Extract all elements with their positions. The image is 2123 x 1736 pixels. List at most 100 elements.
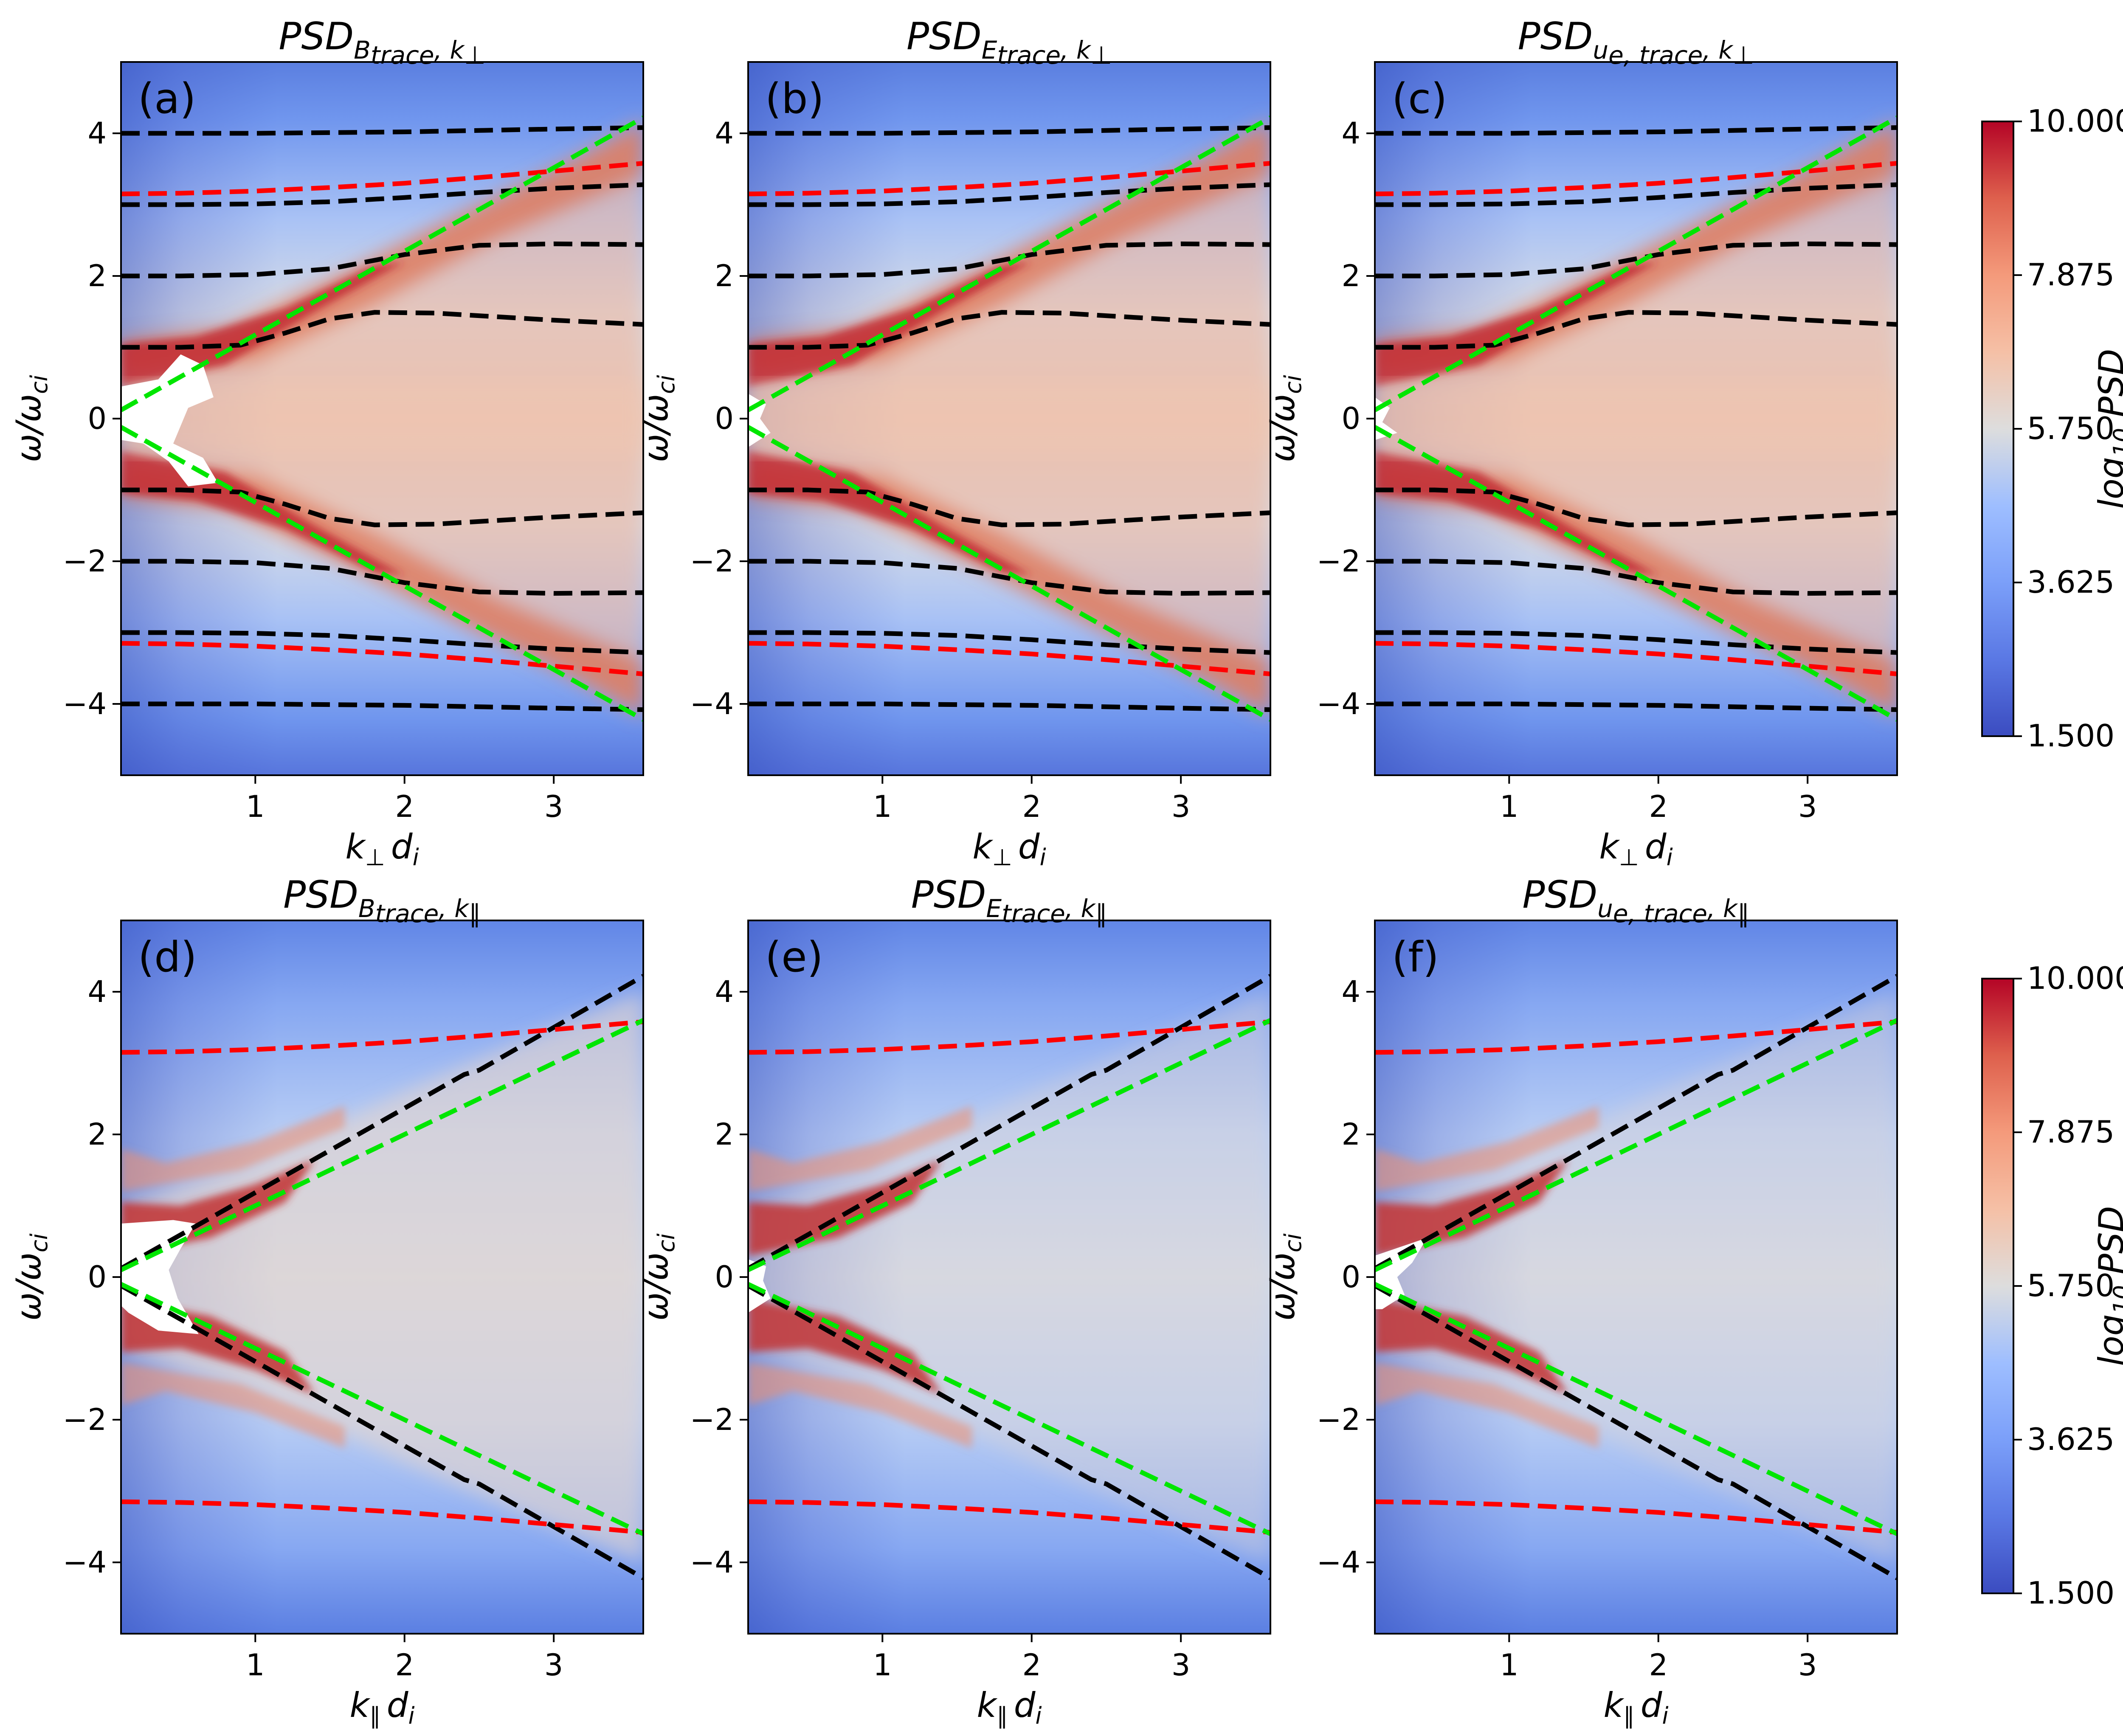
- panel-title: PSDBtrace, k∥: [283, 873, 481, 928]
- x-axis-label: k⊥ di: [972, 827, 1046, 871]
- dispersion-curve-black: [748, 630, 1270, 655]
- y-tick-label: 4: [1341, 974, 1360, 1009]
- panel-title: PSDEtrace, k⊥: [907, 14, 1112, 70]
- dispersion-curve-black: [121, 487, 643, 527]
- heatmap-ridge: [748, 262, 1032, 576]
- heatmap-ridge: [1375, 1106, 1599, 1449]
- dispersion-curve-black: [748, 1283, 1270, 1580]
- y-axis-label: ω/ωci: [9, 1233, 53, 1321]
- colorbar-tick-label: 3.625: [2027, 564, 2115, 600]
- panel-title: PSDue, trace, k∥: [1522, 873, 1749, 928]
- dispersion-curve-black: [1375, 487, 1897, 527]
- dispersion-curve-green: [748, 1282, 1270, 1536]
- nan-region: [121, 354, 218, 487]
- x-axis-label: k∥ di: [349, 1685, 414, 1729]
- colorbar-tick-label: 10.000: [2027, 103, 2123, 139]
- x-axis-label: k⊥ di: [1599, 827, 1672, 871]
- colorbar-tick-label: 7.875: [2027, 257, 2115, 293]
- dispersion-curve-red: [121, 641, 643, 676]
- x-tick-label: 1: [873, 789, 892, 824]
- heatmap-image: [1375, 920, 1897, 1634]
- dispersion-curve-black: [1375, 630, 1897, 655]
- dispersion-curve-black: [121, 1283, 643, 1580]
- dispersion-curve-green: [121, 1018, 643, 1272]
- colorbar-label: log10 PSD: [2092, 1206, 2123, 1366]
- dispersion-curve-red: [748, 161, 1270, 197]
- dispersion-curve-black: [748, 310, 1270, 350]
- panel-d: (d) PSDBtrace, k∥ 1 2 3 −4 −2 0 2 4 k∥ di ω/ωci: [9, 873, 644, 1729]
- y-axis-label: ω/ωci: [1263, 1233, 1306, 1321]
- y-tick-label: 2: [715, 1117, 734, 1152]
- colorbar-gradient: [1981, 978, 2014, 1594]
- heatmap-image: [121, 62, 643, 775]
- dispersion-curve-green: [748, 1018, 1270, 1272]
- overlay-curves: [1375, 115, 1897, 722]
- x-tick-label: 3: [544, 789, 563, 824]
- y-tick-label: −4: [63, 1545, 107, 1580]
- panel-title: PSDEtrace, k∥: [911, 873, 1108, 928]
- y-axis-label: ω/ωci: [636, 375, 680, 462]
- y-tick-label: −4: [690, 1545, 734, 1580]
- panel-f: (f) PSDue, trace, k∥ 1 2 3 −4 −2 0 2 4 k∥ di ω/ωci: [1263, 873, 1898, 1729]
- dispersion-curve-black: [748, 559, 1270, 596]
- colorbar-tick-label: 10.000: [2027, 960, 2123, 996]
- overlay-curves: [748, 974, 1270, 1580]
- nan-region: [748, 1259, 771, 1313]
- dispersion-curve-red: [121, 1019, 643, 1055]
- colorbar-tick-label: 3.625: [2027, 1421, 2115, 1457]
- x-tick-label: 2: [395, 1648, 414, 1683]
- y-tick-label: 4: [87, 974, 107, 1009]
- dispersion-curve-black: [121, 974, 643, 1271]
- heatmap-image: [1375, 62, 1897, 775]
- overlay-curves: [1375, 974, 1897, 1580]
- dispersion-curve-red: [1375, 1019, 1897, 1055]
- x-tick-label: 3: [544, 1648, 563, 1683]
- dispersion-curve-black: [121, 125, 643, 136]
- dispersion-curve-black: [121, 630, 643, 655]
- x-tick-label: 2: [1649, 789, 1668, 824]
- dispersion-curve-green: [748, 115, 1270, 412]
- y-tick-label: 4: [1341, 116, 1360, 151]
- overlay-curves: [121, 115, 643, 722]
- y-tick-label: −4: [1317, 1545, 1360, 1580]
- heatmap-image: [748, 62, 1270, 775]
- y-tick-label: −2: [1317, 544, 1360, 579]
- dispersion-curve-green: [1375, 425, 1897, 722]
- panel-title: PSDBtrace, k⊥: [279, 14, 485, 70]
- y-tick-label: −2: [63, 1402, 107, 1437]
- panel-label: (a): [138, 75, 196, 123]
- dispersion-curve-black: [748, 182, 1270, 207]
- dispersion-curve-red: [1375, 1499, 1897, 1535]
- y-tick-label: 2: [1341, 259, 1360, 293]
- y-tick-label: −2: [690, 544, 734, 579]
- x-tick-label: 3: [1171, 1648, 1191, 1683]
- nan-region: [121, 1220, 199, 1334]
- dispersion-curve-black: [1375, 559, 1897, 596]
- dispersion-curve-red: [1375, 161, 1897, 197]
- panels: (a) PSDBtrace, k⊥ 1 2 3 −4 −2 0 2 4 k⊥ di ω/ωci (b) PS…: [9, 14, 1898, 1729]
- y-tick-label: 4: [715, 116, 734, 151]
- y-tick-label: 0: [1341, 401, 1360, 436]
- overlay-curves: [121, 974, 643, 1580]
- panel-label: (f): [1392, 933, 1439, 982]
- y-tick-label: 2: [87, 1117, 107, 1152]
- y-tick-label: 4: [715, 974, 734, 1009]
- heatmap-cone: [121, 992, 643, 1562]
- y-tick-label: 2: [87, 259, 107, 293]
- dispersion-curve-black: [748, 125, 1270, 136]
- dispersion-curve-black: [1375, 125, 1897, 136]
- y-tick-label: 0: [1341, 1260, 1360, 1294]
- colorbar-tick-label: 7.875: [2027, 1114, 2115, 1150]
- y-tick-label: 4: [87, 116, 107, 151]
- dispersion-curve-black: [121, 241, 643, 279]
- y-tick-label: −4: [690, 687, 734, 721]
- panel-label: (e): [765, 933, 823, 982]
- dispersion-curve-red: [748, 1019, 1270, 1055]
- dispersion-curve-green: [121, 115, 643, 412]
- heatmap-image: [748, 920, 1270, 1634]
- heatmap-ridge: [748, 1106, 972, 1449]
- y-axis-label: ω/ωci: [9, 375, 53, 462]
- dispersion-curve-black: [121, 310, 643, 350]
- panel-c: (c) PSDue, trace, k⊥ 1 2 3 −4 −2 0 2 4 k⊥ di ω/ωci: [1263, 14, 1898, 871]
